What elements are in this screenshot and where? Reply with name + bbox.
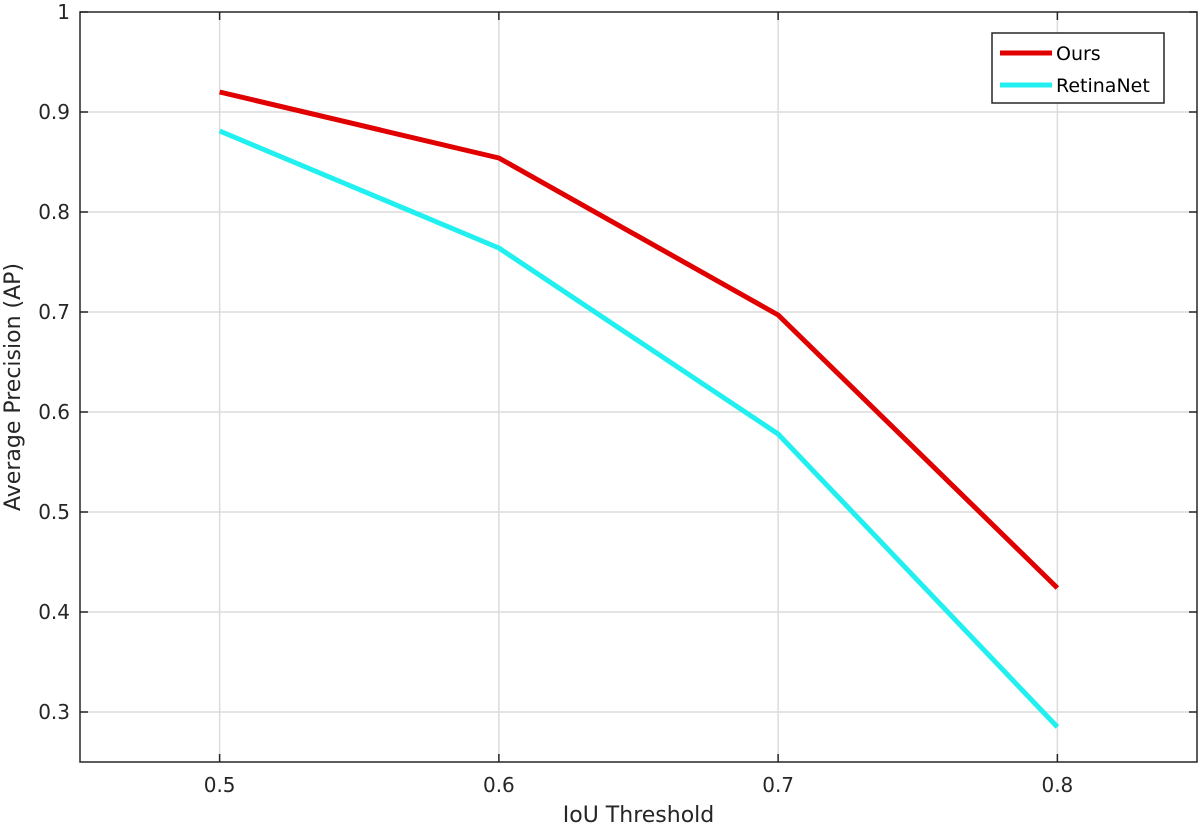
x-tick-label: 0.6 <box>483 773 515 797</box>
y-axis-title: Average Precision (AP) <box>1 263 26 511</box>
x-tick-label: 0.8 <box>1041 773 1073 797</box>
x-tick-label: 0.5 <box>204 773 236 797</box>
y-tick-label: 0.5 <box>38 500 70 524</box>
y-tick-label: 0.4 <box>38 600 70 624</box>
y-tick-label: 0.6 <box>38 400 70 424</box>
y-tick-label: 0.7 <box>38 300 70 324</box>
axis-ticks: 0.5 0.6 0.7 0.8 0.3 0.4 0.5 0.6 0.7 0.8 0.9 1 <box>38 0 1197 797</box>
x-axis-title: IoU Threshold <box>563 803 714 827</box>
legend-label: RetinaNet <box>1056 75 1150 97</box>
y-tick-label: 0.3 <box>38 700 70 724</box>
grid-lines <box>80 12 1197 762</box>
y-tick-label: 1 <box>57 0 70 24</box>
legend-box <box>991 32 1165 104</box>
y-tick-label: 0.8 <box>38 200 70 224</box>
series-line-ours <box>219 89 1060 590</box>
y-tick-label: 0.9 <box>38 100 70 124</box>
legend: Ours RetinaNet <box>991 32 1165 104</box>
x-tick-label: 0.7 <box>762 773 794 797</box>
series-line-retinanet <box>218 128 1060 729</box>
plot-frame <box>79 11 1198 763</box>
series-lines <box>218 89 1060 729</box>
legend-label: Ours <box>1056 43 1101 65</box>
